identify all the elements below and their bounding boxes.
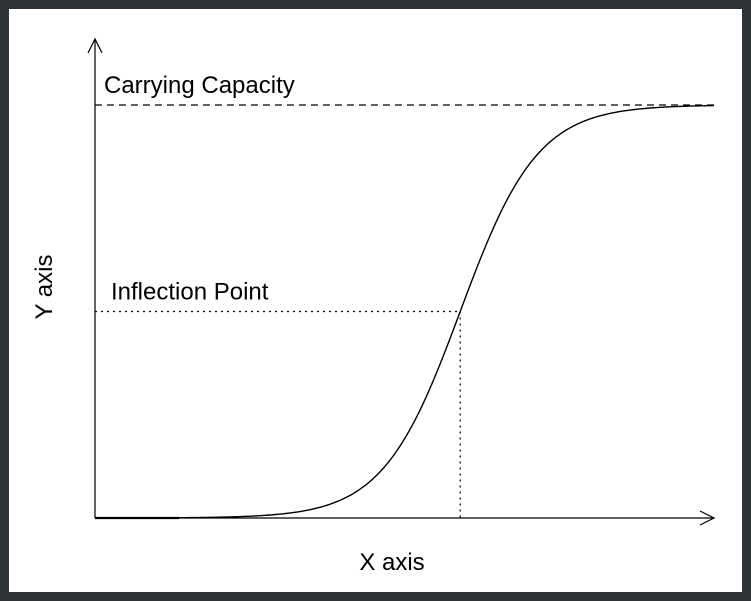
y-axis-arrowhead [87, 37, 103, 54]
carrying-capacity-label: Carrying Capacity [104, 72, 295, 99]
logistic-growth-chart: Carrying Capacity Inflection Point X axi… [31, 37, 716, 576]
x-axis-label: X axis [359, 549, 424, 576]
y-axis-label: Y axis [31, 255, 58, 320]
x-axis-arrowhead [699, 510, 716, 526]
chart-frame: Carrying Capacity Inflection Point X axi… [9, 9, 742, 592]
logistic-curve [95, 104, 715, 519]
inflection-point-label: Inflection Point [111, 279, 269, 306]
